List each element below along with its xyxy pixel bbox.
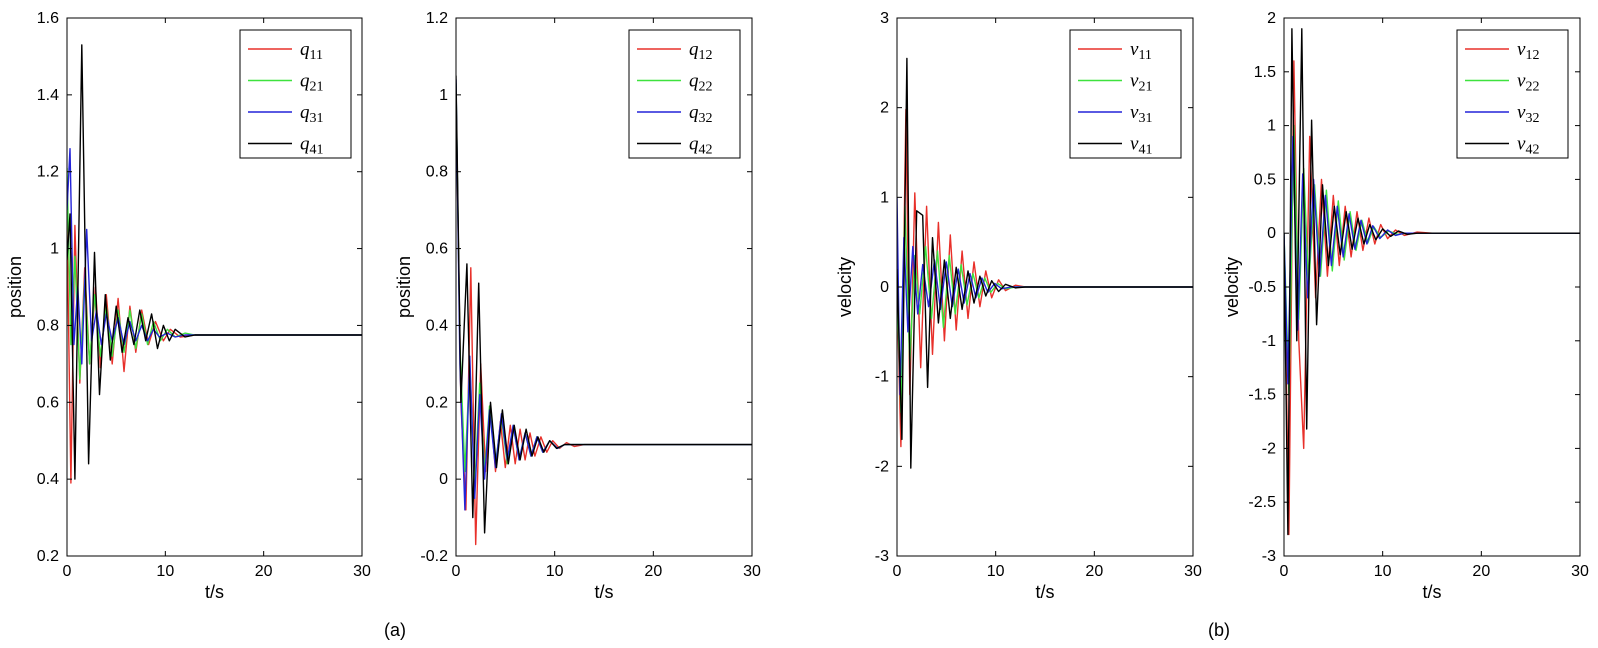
y-tick-label: -2 — [875, 458, 889, 475]
y-tick-label: 0 — [439, 471, 448, 488]
y-tick-label: 1.5 — [1254, 64, 1276, 81]
y-tick-label: 1 — [439, 87, 448, 104]
y-tick-label: 1 — [50, 241, 59, 258]
series-group — [67, 44, 362, 484]
y-tick-label: 1 — [880, 189, 889, 206]
y-tick-label: -3 — [1262, 548, 1276, 565]
legend-box — [1069, 29, 1182, 159]
axes-frame — [66, 17, 363, 557]
y-tick-label: 0.6 — [37, 394, 59, 411]
x-tick-label: 0 — [63, 563, 72, 580]
y-tick-label: 1 — [1267, 118, 1276, 135]
subplot-1: 0 10 20 30 0.2 0.4 0.6 0.8 1 1.2 1.4 1.6 t/s position… — [5, 10, 371, 602]
x-tick-label: 30 — [1571, 563, 1589, 580]
x-tick-label: 10 — [1374, 563, 1392, 580]
x-tick-label: 20 — [255, 563, 273, 580]
series-line-v32 — [1284, 135, 1580, 385]
y-tick-label: 0 — [880, 279, 889, 296]
y-axis-label: velocity — [1222, 257, 1242, 317]
axes-frame — [455, 17, 753, 557]
y-axis-label: velocity — [835, 257, 855, 317]
x-tick-label: 30 — [743, 563, 761, 580]
x-tick-label: 0 — [452, 563, 461, 580]
series-line-v31 — [897, 197, 1193, 396]
legend-label: q31 — [300, 102, 324, 126]
y-tick-label: 0.2 — [426, 394, 448, 411]
series-line-q41 — [67, 44, 362, 480]
series-line-v41 — [897, 57, 1193, 469]
x-tick-label: 10 — [546, 563, 564, 580]
caption-a: (a) — [384, 620, 406, 640]
x-tick-label: 0 — [893, 563, 902, 580]
caption-b: (b) — [1208, 620, 1230, 640]
y-tick-label: -1 — [1262, 333, 1276, 350]
y-tick-label: 0.4 — [426, 317, 448, 334]
y-tick-label: 1.2 — [37, 164, 59, 181]
y-tick-label: 1.4 — [37, 87, 59, 104]
series-line-v22 — [1284, 124, 1580, 396]
x-axis-label: t/s — [594, 582, 613, 602]
series-line-v11 — [897, 108, 1193, 448]
y-tick-label: 1.2 — [426, 10, 448, 27]
y-tick-label: 0.6 — [426, 241, 448, 258]
y-tick-label: -2.5 — [1248, 494, 1276, 511]
y-tick-label: 0 — [1267, 225, 1276, 242]
x-tick-label: 10 — [987, 563, 1005, 580]
series-group — [1284, 28, 1580, 536]
series-group — [897, 57, 1193, 469]
y-tick-label: 2 — [1267, 10, 1276, 27]
x-tick-label: 30 — [353, 563, 371, 580]
y-tick-label: 1.6 — [37, 10, 59, 27]
legend-box — [239, 29, 352, 159]
subplot-2: 0 10 20 30-0.200.20.40.60.811.2t/spositionq… — [394, 10, 761, 602]
y-tick-label: 2 — [880, 100, 889, 117]
x-axis-label: t/s — [1035, 582, 1054, 602]
x-tick-label: 20 — [1085, 563, 1103, 580]
x-tick-label: 20 — [1472, 563, 1490, 580]
y-tick-label: -1 — [875, 369, 889, 386]
series-line-q31 — [67, 147, 362, 365]
y-tick-label: -2 — [1262, 440, 1276, 457]
y-tick-label: 0.4 — [37, 471, 59, 488]
y-tick-label: 0.8 — [426, 164, 448, 181]
x-axis-label: t/s — [205, 582, 224, 602]
x-tick-label: 30 — [1184, 563, 1202, 580]
y-axis-label: position — [5, 256, 25, 318]
y-tick-label: -0.5 — [1248, 279, 1276, 296]
y-tick-label: 0.2 — [37, 548, 59, 565]
x-axis-label: t/s — [1422, 582, 1441, 602]
x-tick-label: 20 — [644, 563, 662, 580]
x-tick-label: 10 — [156, 563, 174, 580]
y-tick-label: -1.5 — [1248, 387, 1276, 404]
series-group — [456, 75, 752, 546]
y-tick-label: 3 — [880, 10, 889, 27]
y-tick-label: -3 — [875, 548, 889, 565]
y-tick-label: 0.8 — [37, 317, 59, 334]
y-tick-label: 0.5 — [1254, 171, 1276, 188]
series-line-q12 — [456, 94, 752, 546]
legend-box — [628, 29, 741, 159]
series-line-v21 — [897, 205, 1193, 414]
series-line-v42 — [1284, 28, 1580, 536]
legend-box — [1456, 29, 1569, 159]
subplot-4: 0 10 20 30 -3 -2.5 -2 -1.5 -1 -0.5 0 0.5 1 1.5 2 t/s vel… — [1222, 10, 1589, 602]
series-line-q42 — [456, 75, 752, 534]
plots-layer: 0 10 20 300.20.40.60.811.21.41.6t/sposition… — [5, 10, 1589, 602]
x-tick-label: 0 — [1280, 563, 1289, 580]
y-axis-label: position — [394, 256, 414, 318]
y-tick-label: -0.2 — [420, 548, 448, 565]
